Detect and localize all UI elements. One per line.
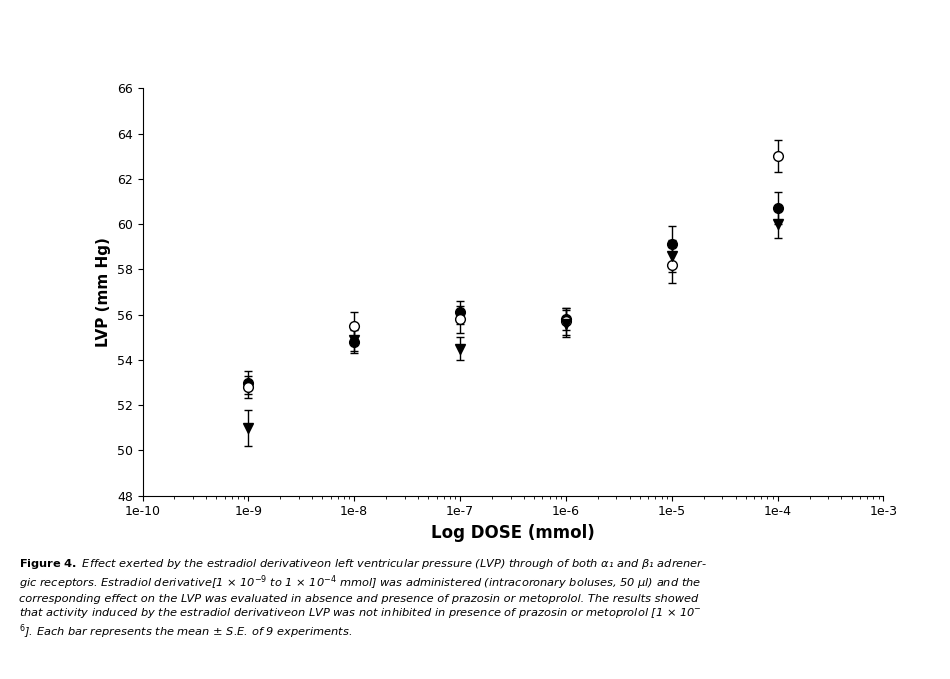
Text: $\bf{Figure\ 4.}$ Effect exerted by the estradiol derivativeon left ventricular : $\bf{Figure\ 4.}$ Effect exerted by the … [19, 557, 708, 641]
Y-axis label: LVP (mm Hg): LVP (mm Hg) [96, 237, 111, 347]
X-axis label: Log DOSE (mmol): Log DOSE (mmol) [431, 524, 595, 542]
Legend: ESTRADIOL DERIVATIVE, ESTRADIOL DERIVATIVE + METOPROLOL [1 x 10$^{-6}$ mmol], ES: ESTRADIOL DERIVATIVE, ESTRADIOL DERIVATI… [148, 0, 521, 6]
